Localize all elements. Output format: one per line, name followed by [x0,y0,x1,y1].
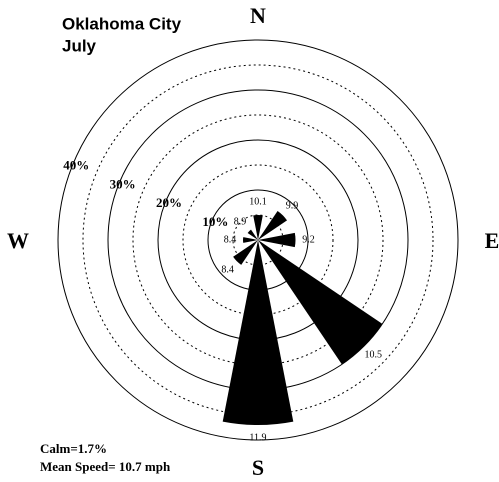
minor-ring [82,64,434,416]
petal [258,210,288,240]
ring-label: 40% [63,158,89,173]
compass-label: S [252,455,264,480]
annotation: Calm=1.7% [40,441,107,456]
speed-label: 9.2 [302,234,315,245]
ring-label: 30% [110,176,136,191]
speed-label: 10.5 [365,350,383,361]
petal [258,232,296,248]
ring-label: 10% [202,214,228,229]
petal [222,240,294,426]
speed-label: 8.9 [234,216,247,227]
speed-label: 10.1 [249,196,267,207]
compass-label: W [7,228,29,253]
petal [253,215,263,240]
ring-label: 20% [156,195,182,210]
speed-label: 11.9 [249,432,266,443]
chart-title: Oklahoma City [62,14,182,33]
speed-label: 8.4 [221,265,234,276]
petal [242,237,258,243]
ring [57,39,459,441]
minor-ring [182,164,334,316]
compass-label: E [485,228,499,253]
speed-label: 9.9 [286,200,299,211]
annotation: Mean Speed= 10.7 mph [40,459,171,474]
petal [233,240,258,265]
chart-subtitle: July [62,36,97,55]
petal [247,229,258,240]
speed-label: 8.4 [224,234,237,245]
petal [258,240,383,365]
compass-label: N [250,3,266,28]
